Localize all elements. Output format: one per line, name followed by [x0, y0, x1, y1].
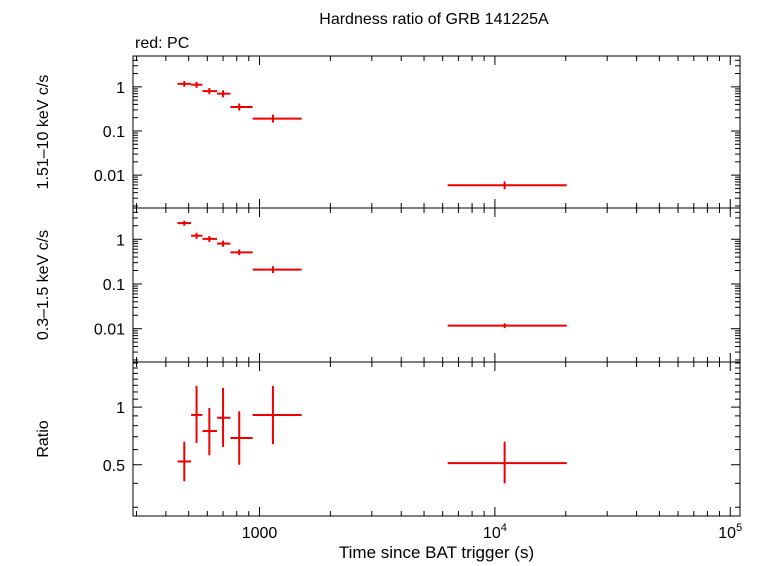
data-point	[191, 232, 203, 239]
y-tick-label: 0.1	[103, 277, 125, 294]
y-tick-label: 0.1	[103, 124, 125, 141]
x-tick-label: 104	[483, 522, 507, 542]
y-axis-label: 0.3–1.5 keV c/s	[35, 230, 52, 340]
y-axis-label: Ratio	[35, 420, 52, 457]
data-point	[230, 249, 253, 256]
data-point	[447, 181, 567, 190]
data-point	[252, 266, 302, 274]
data-point	[177, 441, 192, 482]
hard-band-panel: 0.01 0.1 1 1.51–10 keV c/s	[35, 55, 741, 209]
y-tick-label: 1	[116, 232, 125, 249]
data-point	[447, 441, 567, 484]
x-axis-label: Time since BAT trigger (s)	[339, 543, 534, 562]
x-tick-label: 1000	[242, 525, 278, 542]
panel-frame	[132, 55, 741, 209]
panel-frame	[132, 361, 741, 517]
data-point	[447, 323, 567, 329]
data-point	[191, 385, 203, 443]
data-point	[252, 114, 302, 123]
data-point	[191, 81, 203, 88]
data-point	[217, 90, 231, 98]
soft-band-panel: 0.01 0.1 1 0.3–1.5 keV c/s	[35, 207, 741, 363]
y-tick-label: 1	[116, 80, 125, 97]
data-point	[202, 236, 218, 242]
y-axis-label: 1.51–10 keV c/s	[35, 75, 52, 190]
data-point	[217, 240, 231, 247]
data-point	[217, 387, 231, 447]
chart-subtitle: red: PC	[135, 35, 189, 52]
y-tick-label: 1	[116, 400, 125, 417]
y-tick-label: 0.01	[94, 322, 125, 339]
ratio-panel: 0.5 1 Ratio 1000 104 105 Time since BAT trigge…	[35, 361, 742, 562]
data-point	[252, 385, 302, 445]
panel-frame	[132, 207, 741, 363]
data-point	[177, 220, 192, 226]
data-point	[202, 407, 218, 456]
data-point	[230, 103, 253, 111]
x-tick-label: 105	[718, 522, 742, 542]
data-point	[177, 81, 192, 87]
data-point	[230, 411, 253, 465]
chart-title: Hardness ratio of GRB 141225A	[319, 11, 549, 28]
data-point	[202, 88, 218, 95]
y-tick-label: 0.5	[103, 458, 125, 475]
y-tick-label: 0.01	[94, 168, 125, 185]
